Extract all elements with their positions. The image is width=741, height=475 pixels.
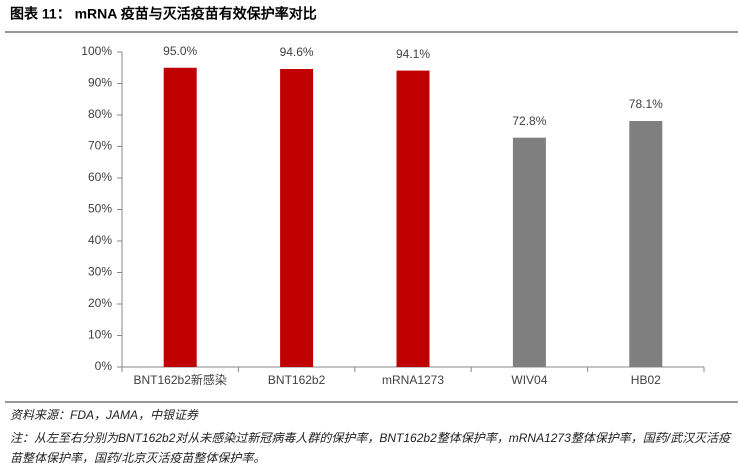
note: 注：从左至右分别为BNT162b2对从未感染过新冠病毒人群的保护率，BNT162…: [10, 431, 731, 465]
chart-title: 图表 11： mRNA 疫苗与灭活疫苗有效保护率对比: [10, 6, 317, 22]
bar: [396, 70, 430, 368]
x-tick-label: mRNA1273: [382, 373, 444, 387]
y-tick-label: 80%: [88, 107, 112, 121]
y-tick-label: 60%: [88, 170, 112, 184]
value-label: 72.8%: [512, 114, 546, 128]
y-tick-label: 30%: [88, 265, 112, 279]
x-tick-label: BNT162b2: [268, 373, 326, 387]
value-label: 78.1%: [629, 97, 663, 111]
y-tick-label: 20%: [88, 296, 112, 310]
x-tick-label: HB02: [631, 373, 661, 387]
y-tick-label: 100%: [81, 44, 112, 58]
y-tick-label: 0%: [95, 359, 113, 373]
bar: [629, 120, 663, 367]
y-tick-label: 40%: [88, 233, 112, 247]
y-tick-label: 70%: [88, 139, 112, 153]
bar: [512, 137, 546, 367]
x-tick-label: WIV04: [511, 373, 547, 387]
y-tick-label: 10%: [88, 328, 112, 342]
bar: [163, 67, 197, 367]
value-label: 94.6%: [280, 45, 314, 59]
bar: [280, 69, 314, 367]
value-label: 94.1%: [396, 47, 430, 61]
y-tick-label: 90%: [88, 76, 112, 90]
value-label: 95.0%: [163, 44, 197, 58]
x-tick-label: BNT162b2新感染: [134, 372, 227, 387]
y-tick-label: 50%: [88, 202, 112, 216]
source: 资料来源：FDA，JAMA，中银证券: [10, 408, 199, 422]
